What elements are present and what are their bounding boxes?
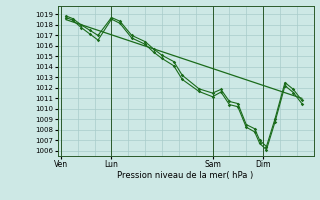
X-axis label: Pression niveau de la mer( hPa ): Pression niveau de la mer( hPa ) — [117, 171, 254, 180]
